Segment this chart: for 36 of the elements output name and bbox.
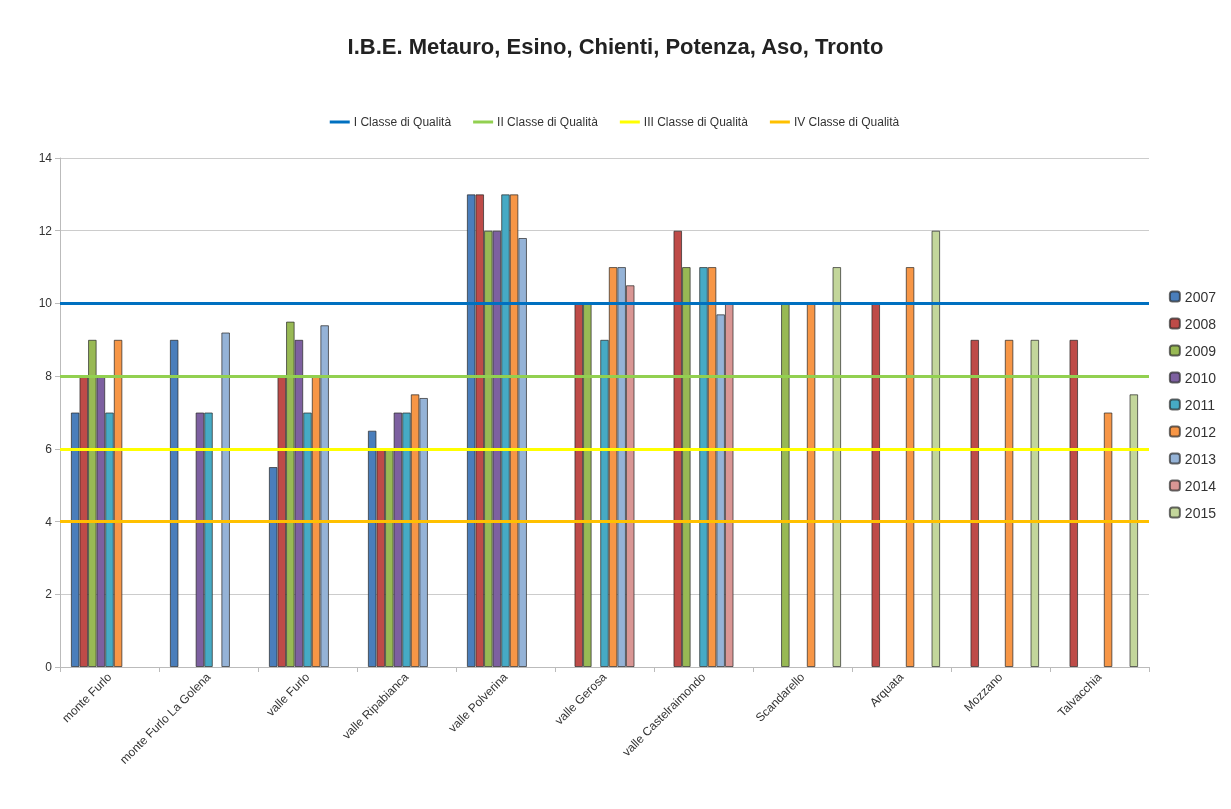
legend-label: 2014: [1184, 477, 1217, 494]
legend-label: IV Classe di Qualità: [793, 115, 900, 129]
y-tick-label: 4: [45, 514, 53, 529]
y-tick-label: 2: [45, 587, 53, 602]
bar: [806, 303, 816, 667]
bar: [970, 339, 980, 667]
bar: [1069, 339, 1079, 667]
y-tick-label: 8: [45, 369, 53, 384]
bar: [905, 267, 915, 667]
bar: [1129, 394, 1139, 667]
legend-label: III Classe di Qualità: [643, 115, 749, 129]
bar: [1103, 412, 1113, 667]
y-tick-label: 12: [38, 223, 53, 238]
legend-label: 2011: [1184, 396, 1216, 413]
legend-label: 2009: [1184, 342, 1217, 359]
bar: [931, 230, 941, 667]
legend-label: 2008: [1184, 315, 1217, 332]
chart-title: I.B.E. Metauro, Esino, Chienti, Potenza, Aso, Tronto: [347, 33, 884, 59]
y-tick-label: 0: [45, 660, 53, 674]
y-tick-label: 10: [38, 296, 53, 311]
bar: [221, 332, 230, 667]
legend-label: II Classe di Qualità: [497, 115, 599, 129]
bar: [1004, 339, 1014, 667]
y-tick-label: 14: [38, 151, 53, 165]
bar: [1030, 339, 1040, 667]
legend-label: 2012: [1184, 423, 1217, 440]
legend-label: 2010: [1184, 369, 1217, 386]
bar: [832, 267, 842, 667]
bar: [871, 303, 881, 667]
legend-label: 2007: [1184, 288, 1217, 305]
bar: [169, 339, 179, 667]
bar: [781, 303, 790, 667]
y-tick-label: 6: [45, 441, 53, 456]
legend-label: 2013: [1184, 450, 1217, 467]
legend-label: I Classe di Qualità: [353, 115, 452, 129]
legend-label: 2015: [1184, 504, 1217, 521]
